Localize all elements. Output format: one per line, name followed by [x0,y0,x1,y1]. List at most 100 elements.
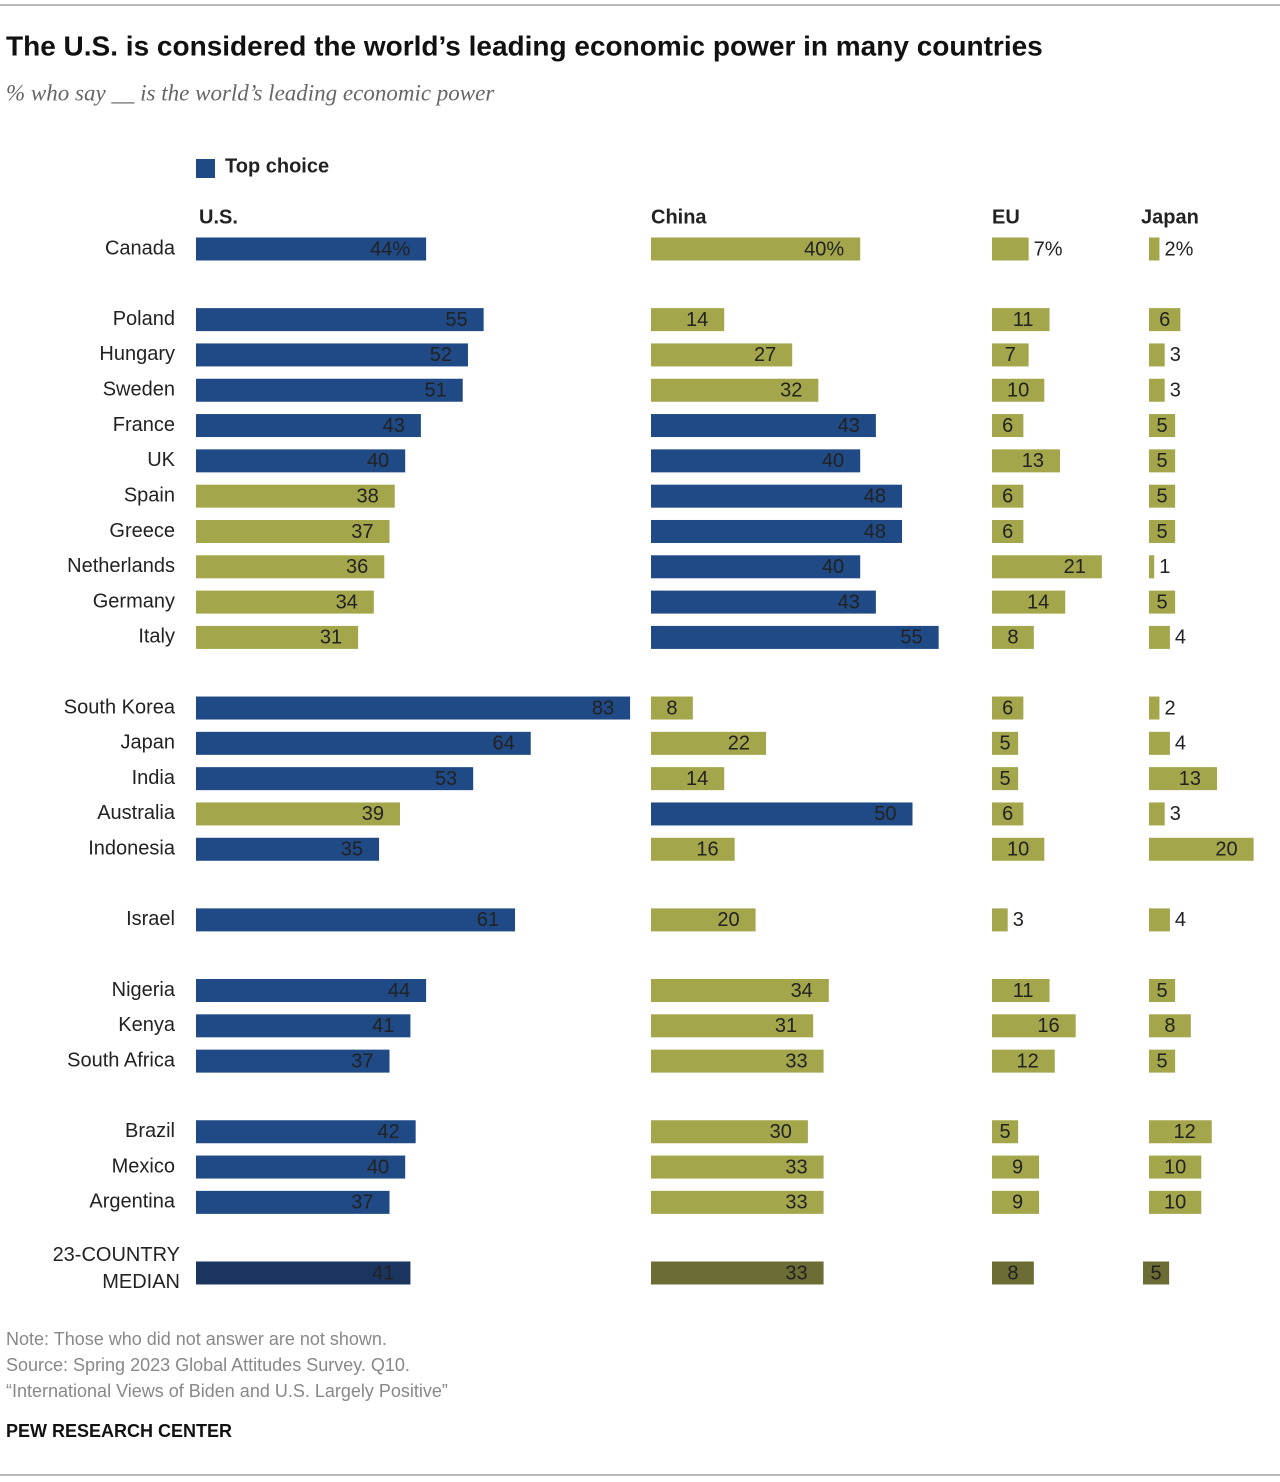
value-label: 22 [728,733,750,755]
value-label: 40 [822,556,844,578]
bar [992,767,1019,791]
bar [651,378,819,402]
category-label: Brazil [125,1120,175,1142]
value-label: 13 [1022,450,1044,472]
value-label: 42 [377,1121,399,1143]
bar [651,519,903,543]
bar [196,1190,390,1214]
bar [1149,449,1176,473]
source: Source: Spring 2023 Global Attitudes Sur… [6,1355,410,1375]
value-label: 48 [864,521,886,543]
bar [992,414,1024,438]
value-label: 37 [351,1192,373,1214]
column-header: China [651,206,707,228]
category-label: Netherlands [67,555,175,577]
bar [992,237,1029,261]
report-title: “International Views of Biden and U.S. L… [6,1381,448,1401]
bar [196,979,427,1003]
bar [651,449,861,473]
bar [651,837,735,861]
bar [1149,484,1176,508]
value-label: 43 [838,591,860,613]
bar [992,802,1024,826]
category-label: Mexico [112,1155,175,1177]
value-label: 48 [864,485,886,507]
value-label: 43 [838,415,860,437]
value-label: 20 [1215,839,1237,861]
bar [651,414,876,438]
bar [992,1190,1040,1214]
chart-title: The U.S. is considered the world’s leadi… [6,30,1043,61]
note: Note: Those who did not answer are not s… [6,1329,387,1349]
value-label: 40% [804,238,844,260]
bar [651,1049,824,1073]
bar [1149,837,1254,861]
bar [1149,802,1165,826]
bar [1149,1190,1202,1214]
value-label: 40 [367,1156,389,1178]
bar [992,625,1034,649]
value-label: 5 [1157,450,1168,472]
value-label: 31 [320,627,342,649]
value-label: 8 [1164,1015,1175,1037]
category-label: South Korea [64,696,176,718]
value-label: 6 [1002,521,1013,543]
value-label: 5 [1157,980,1168,1002]
category-label: Sweden [103,379,175,401]
value-label: 3 [1170,803,1181,825]
value-label: 83 [592,697,614,719]
value-label: 16 [1037,1015,1059,1037]
value-label: 61 [477,909,499,931]
bar [651,802,913,826]
value-label: 2 [1164,697,1175,719]
category-label: Nigeria [112,979,176,1001]
value-label: 9 [1012,1156,1023,1178]
column-header: Japan [1141,206,1199,228]
bar [992,1261,1034,1285]
bar [651,308,725,332]
value-label: 5 [1157,1050,1168,1072]
category-label: Italy [138,626,175,648]
organization: PEW RESEARCH CENTER [6,1421,232,1441]
value-label: 34 [336,591,358,613]
bar [1149,590,1176,614]
bar [992,308,1050,332]
category-label: India [132,767,176,789]
bar [1149,519,1176,543]
bar [651,625,939,649]
bar [992,343,1029,367]
value-label: 33 [785,1156,807,1178]
bar [992,484,1024,508]
value-label: 39 [362,803,384,825]
bar [196,767,474,791]
value-label: 34 [791,980,813,1002]
bar [196,837,380,861]
value-label: 37 [351,1050,373,1072]
bar [1149,625,1170,649]
value-label: 14 [686,309,708,331]
category-label: Spain [124,484,175,506]
value-label: 3 [1170,380,1181,402]
bar [1149,1120,1212,1144]
category-label: Poland [113,308,175,330]
bar [651,908,756,932]
value-label: 9 [1012,1192,1023,1214]
value-label: 40 [367,450,389,472]
bar [1149,555,1155,579]
category-label: Canada [105,237,176,259]
bar [196,590,374,614]
bar [196,378,463,402]
value-label: 21 [1064,556,1086,578]
value-label: 5 [1157,485,1168,507]
bar [651,1261,824,1285]
value-label: 37 [351,521,373,543]
bar [651,979,829,1003]
category-label: Japan [121,732,176,754]
value-label: 12 [1017,1050,1039,1072]
bar [1149,1014,1191,1038]
bar [196,696,631,720]
bar [992,449,1060,473]
bar [992,1014,1076,1038]
category-label: Germany [93,590,175,612]
